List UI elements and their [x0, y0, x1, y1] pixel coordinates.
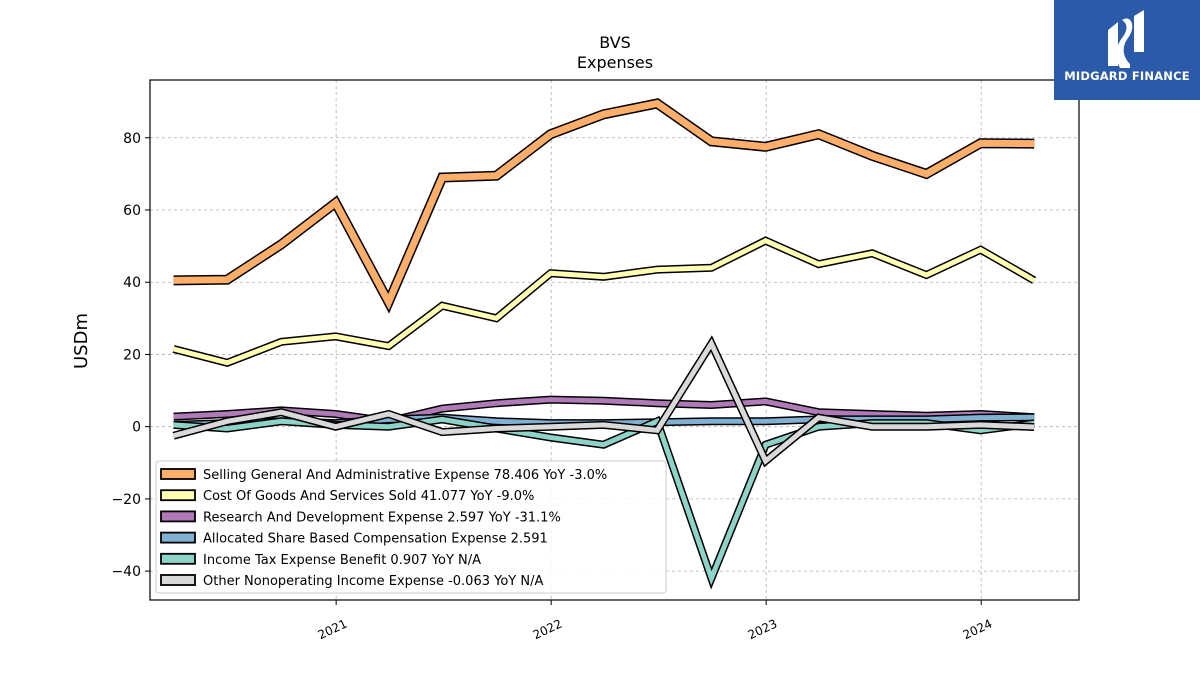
legend-label: Selling General And Administrative Expen… — [203, 468, 607, 483]
legend: Selling General And Administrative Expen… — [155, 460, 667, 594]
midgard-logo-icon — [1108, 10, 1144, 68]
series-outline — [173, 98, 1035, 314]
y-tick-label: 40 — [123, 275, 141, 291]
legend-label: Income Tax Expense Benefit 0.907 YoY N/A — [203, 553, 481, 568]
series-line — [172, 338, 1035, 465]
y-tick-label: 20 — [123, 347, 141, 363]
y-tick-label: −20 — [111, 492, 141, 508]
legend-label: Research And Development Expense 2.597 Y… — [203, 510, 561, 525]
x-tick-label: 2024 — [961, 617, 995, 643]
legend-label: Allocated Share Based Compensation Expen… — [203, 532, 548, 547]
x-axis-ticks: 2021 2022 2023 2024 — [316, 600, 995, 643]
chart-title: BVS — [599, 33, 631, 52]
y-tick-label: 60 — [123, 203, 141, 219]
series-line — [173, 99, 1035, 311]
y-tick-label: 80 — [123, 131, 141, 147]
x-tick-label: 2023 — [746, 617, 780, 643]
legend-swatch — [160, 510, 196, 523]
series-line — [172, 237, 1036, 366]
legend-swatch — [160, 468, 196, 480]
chart-subtitle: Expenses — [577, 53, 653, 72]
plot-frame — [149, 79, 1080, 601]
series-line — [173, 397, 1035, 424]
legend-swatch — [160, 531, 196, 544]
legend-swatch — [160, 552, 196, 565]
brand-name: MIDGARD FINANCE — [1064, 69, 1190, 83]
y-tick-label: 0 — [132, 420, 141, 436]
y-axis-ticks: −40 −20 0 20 40 60 80 — [111, 131, 150, 580]
legend-label: Other Nonoperating Income Expense -0.063… — [203, 574, 543, 589]
legend-swatch — [160, 574, 196, 586]
legend-swatch — [160, 489, 196, 502]
series-lines — [172, 98, 1037, 590]
legend-box — [155, 460, 667, 594]
y-axis-label: USDm — [71, 313, 92, 369]
series-outline — [172, 236, 1037, 367]
x-tick-label: 2021 — [316, 617, 350, 643]
x-tick-label: 2022 — [531, 617, 565, 643]
brand-logo: MIDGARD FINANCE — [1054, 0, 1200, 100]
y-tick-label: −40 — [111, 564, 141, 580]
legend-label: Cost Of Goods And Services Sold 41.077 Y… — [203, 489, 534, 504]
